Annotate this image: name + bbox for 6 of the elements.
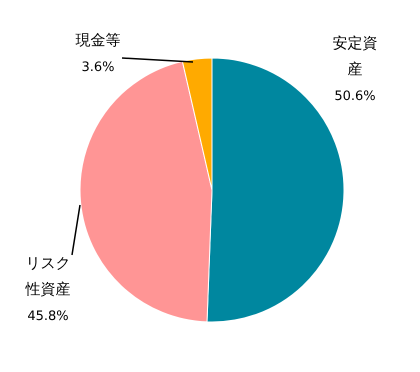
data-label: 45.8%	[27, 309, 69, 324]
slice-label: 現金等	[76, 31, 120, 49]
data-label: 3.6%	[81, 60, 115, 75]
data-label: 50.6%	[334, 89, 376, 104]
slice-label: 安定資産	[332, 34, 378, 78]
slice-label: リスク性資産	[24, 254, 70, 298]
